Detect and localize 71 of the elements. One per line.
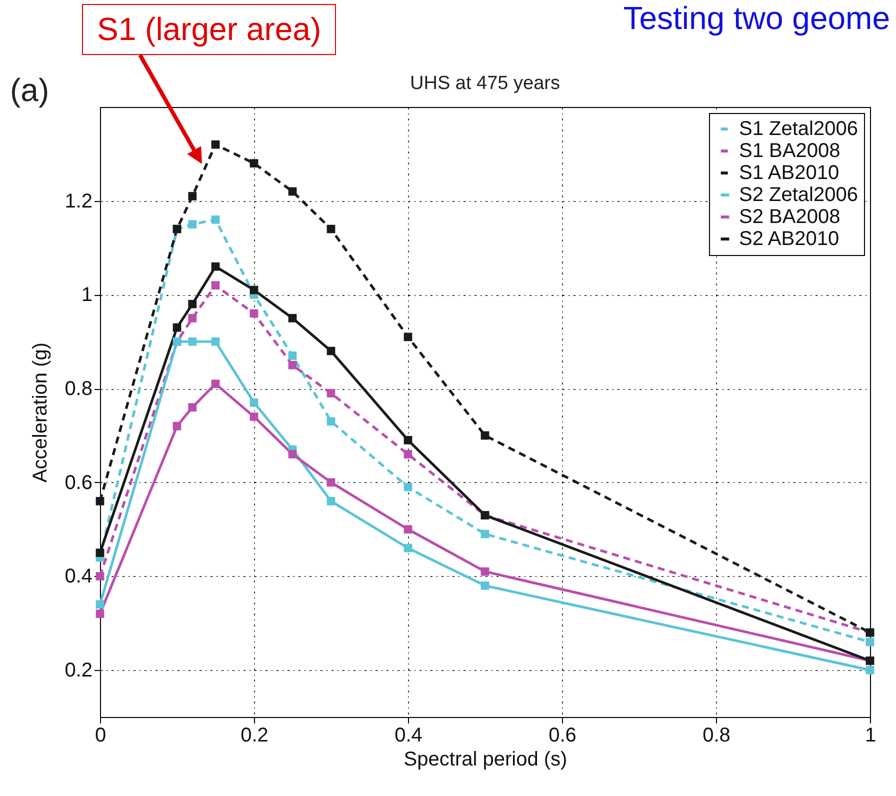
point (480, 530, 490, 538)
point (188, 403, 197, 412)
point (404, 436, 412, 444)
point (326, 389, 336, 398)
point (250, 286, 258, 294)
x-tick-label: 0.4 (394, 724, 422, 746)
point (404, 450, 412, 458)
point (250, 412, 258, 421)
point (211, 337, 220, 346)
point (96, 600, 104, 609)
point (326, 417, 336, 426)
point (288, 360, 297, 370)
point (404, 525, 412, 534)
y-tick-label: 1 (81, 284, 92, 306)
point (96, 548, 104, 557)
point (288, 187, 297, 196)
y-tick-label: 1.2 (64, 190, 92, 212)
point (404, 332, 412, 342)
point (188, 192, 197, 200)
point (96, 496, 104, 506)
point (188, 220, 197, 228)
x-axis-title: Spectral period (s) (404, 748, 568, 770)
legend-label: S2 BA2008 (739, 206, 840, 228)
legend-label: S2 Zetal2006 (739, 184, 858, 206)
chart-title: UHS at 475 years (410, 73, 560, 94)
point (480, 581, 490, 590)
point (480, 431, 490, 440)
point (211, 140, 220, 149)
y-tick-label: 0.2 (64, 660, 92, 682)
point (326, 346, 336, 356)
point (404, 544, 412, 552)
y-tick-label: 0.6 (64, 472, 92, 494)
legend-label: S1 BA2008 (739, 140, 840, 162)
legend-label: S1 AB2010 (739, 162, 840, 184)
point (288, 352, 297, 360)
point (250, 159, 258, 168)
point (250, 398, 258, 407)
x-tick-label: 1 (864, 724, 876, 746)
point (866, 666, 874, 674)
text: Testing two geome (623, 0, 890, 37)
y-axis-title: Acceleration (g) (30, 342, 52, 483)
point (866, 638, 874, 646)
point (211, 380, 220, 388)
point (172, 323, 182, 332)
point (288, 314, 297, 322)
x-tick-label: 0.6 (548, 724, 576, 746)
point (211, 215, 220, 224)
y-tick-label: 0.8 (64, 378, 92, 400)
x-tick-label: 0.8 (702, 724, 730, 746)
point (96, 610, 104, 618)
y-tick-label: 0.4 (64, 566, 92, 588)
point (288, 450, 297, 458)
point (404, 482, 412, 492)
point (96, 572, 104, 580)
point (188, 314, 197, 322)
point (326, 478, 336, 487)
point (480, 567, 490, 576)
legend-label: S1 Zetal2006 (739, 118, 858, 140)
point (211, 281, 220, 290)
text: (a) (10, 72, 50, 109)
legend-label: S2 AB2010 (739, 228, 840, 250)
point (188, 300, 197, 308)
point (188, 337, 197, 346)
point (250, 309, 258, 318)
point (211, 262, 220, 271)
x-tick-label: 0 (94, 724, 106, 746)
point (326, 496, 336, 506)
x-tick-label: 0.2 (240, 724, 268, 746)
point (172, 422, 182, 430)
callout-box: S1 (larger area) (82, 4, 336, 55)
point (326, 224, 336, 234)
